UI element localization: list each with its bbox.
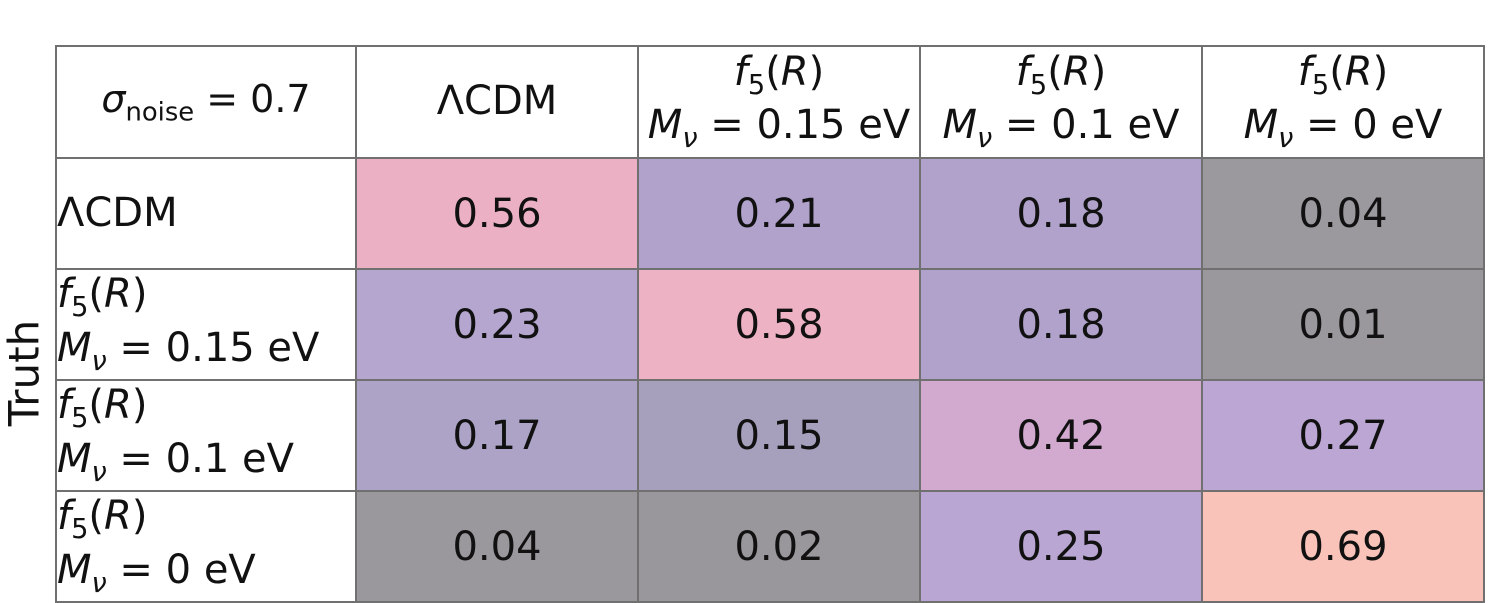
row-label-f5r-mnu-0.1ev: f5(R) Mν = 0.1 eV [55, 379, 357, 492]
matrix-cell: 0.17 [355, 379, 639, 492]
matrix-cell: 0.02 [637, 490, 921, 603]
matrix-cell: 0.18 [919, 157, 1203, 270]
matrix-cell: 0.25 [919, 490, 1203, 603]
matrix-cell: 0.18 [919, 268, 1203, 381]
matrix-row-f5r-mnu-0.15ev: f5(R) Mν = 0.15 eV 0.23 0.58 0.18 0.01 [55, 268, 1485, 381]
matrix-cell: 0.01 [1201, 268, 1485, 381]
matrix-cell: 0.15 [637, 379, 921, 492]
matrix-cell: 0.58 [637, 268, 921, 381]
truth-axis-label: Truth [0, 319, 49, 427]
matrix-cell: 0.21 [637, 157, 921, 270]
row-label-f5r-mnu-0.15ev: f5(R) Mν = 0.15 eV [55, 268, 357, 381]
row-label-f5r-mnu-0ev: f5(R) Mν = 0 eV [55, 490, 357, 603]
matrix-cell: 0.04 [1201, 157, 1485, 270]
header-row: σnoise = 0.7 ΛCDM f5(R) Mν = 0.15 eV f5(R… [55, 45, 1485, 159]
matrix-cell: 0.27 [1201, 379, 1485, 492]
matrix-row-f5r-mnu-0.1ev: f5(R) Mν = 0.1 eV 0.17 0.15 0.42 0.27 [55, 379, 1485, 492]
matrix-cell: 0.04 [355, 490, 639, 603]
matrix-cell: 0.56 [355, 157, 639, 270]
column-header-f5r-mnu-0.15ev: f5(R) Mν = 0.15 eV [637, 45, 921, 159]
matrix-row-f5r-mnu-0ev: f5(R) Mν = 0 eV 0.04 0.02 0.25 0.69 [55, 490, 1485, 603]
matrix-row-lcdm: ΛCDM 0.56 0.21 0.18 0.04 [55, 157, 1485, 270]
confusion-matrix-table: σnoise = 0.7 ΛCDM f5(R) Mν = 0.15 eV f5(R… [55, 45, 1485, 603]
column-header-f5r-mnu-0.1ev: f5(R) Mν = 0.1 eV [919, 45, 1203, 159]
matrix-cell: 0.69 [1201, 490, 1485, 603]
column-header-lcdm: ΛCDM [355, 45, 639, 159]
row-label-lcdm: ΛCDM [55, 157, 357, 270]
matrix-cell: 0.23 [355, 268, 639, 381]
column-header-f5r-mnu-0ev: f5(R) Mν = 0 eV [1201, 45, 1485, 159]
sigma-noise-corner-label: σnoise = 0.7 [55, 45, 357, 159]
matrix-cell: 0.42 [919, 379, 1203, 492]
